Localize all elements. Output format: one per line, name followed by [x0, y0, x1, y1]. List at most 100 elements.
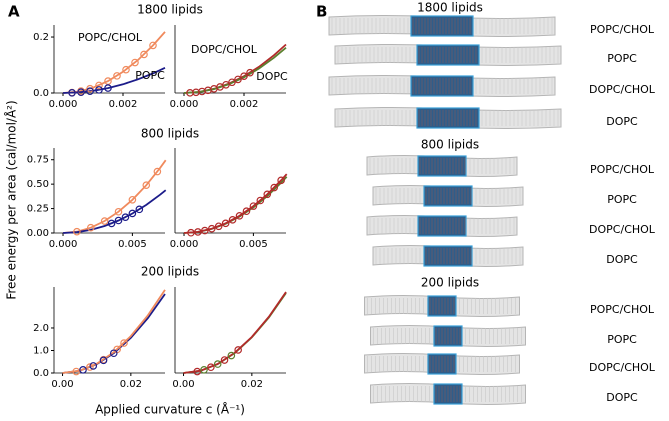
- curve: [62, 289, 166, 374]
- x-tick-label: 0.000: [49, 239, 78, 250]
- data-point: [114, 207, 123, 216]
- data-point: [86, 87, 94, 96]
- data-point: [86, 223, 95, 232]
- y-tick-label: 0.25: [27, 204, 49, 215]
- chart-title: 200 lipids: [141, 265, 199, 279]
- data-point: [249, 202, 258, 210]
- data-point: [114, 216, 123, 225]
- y-tick-label: 0.0: [33, 368, 49, 379]
- data-point: [234, 75, 242, 84]
- curve: [62, 293, 166, 374]
- membrane-core: [417, 155, 467, 177]
- data-point: [86, 363, 94, 371]
- membrane-core: [416, 44, 480, 66]
- data-point: [95, 81, 103, 90]
- curve: [62, 189, 167, 234]
- data-point: [120, 339, 128, 347]
- x-tick-label: 0.00: [51, 379, 73, 390]
- x-tick-label: 0.002: [230, 99, 259, 110]
- row-label: DOPC/CHOL: [589, 83, 656, 96]
- data-point: [193, 367, 202, 376]
- data-point: [140, 50, 148, 59]
- row-label: DOPC: [606, 253, 638, 266]
- y-tick-label: 0.00: [27, 228, 49, 239]
- row-label: POPC/CHOL: [590, 303, 655, 316]
- y-tick-label: 1.0: [33, 345, 49, 356]
- row-label: POPC/CHOL: [590, 163, 655, 176]
- data-point: [153, 167, 162, 176]
- series-label: POPC: [135, 69, 165, 82]
- data-point: [128, 209, 137, 218]
- data-point: [234, 346, 242, 354]
- group-title: 800 lipids: [421, 138, 479, 152]
- x-tick-label: 0.005: [118, 239, 147, 250]
- data-point: [89, 362, 98, 370]
- x-tick-label: 0.002: [109, 99, 138, 110]
- data-point: [109, 349, 118, 358]
- data-point: [194, 228, 202, 236]
- data-point: [240, 72, 248, 81]
- data-point: [122, 65, 130, 74]
- data-point: [277, 176, 285, 185]
- data-point: [270, 183, 279, 192]
- data-point: [149, 41, 157, 50]
- data-point: [128, 195, 137, 204]
- data-point: [221, 219, 230, 228]
- data-point: [77, 88, 85, 97]
- membrane-core: [423, 245, 473, 267]
- x-tick-label: 0.000: [170, 99, 199, 110]
- x-tick-label: 0.000: [170, 239, 199, 250]
- data-point: [207, 224, 216, 233]
- curve: [183, 47, 287, 94]
- membrane-core: [417, 215, 467, 237]
- row-label: POPC: [607, 52, 637, 65]
- membrane-core: [410, 15, 474, 37]
- series-label: DOPC: [256, 70, 288, 83]
- data-point: [121, 213, 130, 221]
- y-tick-label: 0.75: [27, 155, 49, 166]
- data-point: [113, 72, 121, 80]
- data-point: [256, 196, 265, 205]
- data-point: [100, 217, 109, 225]
- chart-title: 800 lipids: [141, 127, 199, 141]
- chart-title: 1800 lipids: [137, 3, 203, 17]
- data-point: [246, 68, 254, 77]
- data-point: [213, 360, 222, 368]
- x-tick-label: 0.00: [172, 379, 194, 390]
- x-tick-label: 0.02: [120, 379, 142, 390]
- row-label: POPC: [607, 333, 637, 346]
- data-point: [95, 86, 103, 94]
- data-point: [104, 84, 112, 92]
- x-tick-label: 0.005: [239, 239, 268, 250]
- x-tick-label: 0.000: [49, 99, 78, 110]
- y-tick-label: 0.50: [27, 179, 49, 190]
- data-point: [228, 78, 236, 87]
- row-label: DOPC: [606, 391, 638, 404]
- membrane-core: [423, 185, 473, 207]
- curve: [62, 66, 166, 94]
- panel-label: B: [316, 3, 327, 21]
- x-axis-label: Applied curvature c (Å⁻¹): [95, 402, 245, 417]
- x-tick-label: 0.02: [241, 379, 263, 390]
- data-point: [131, 58, 139, 67]
- row-label: DOPC/CHOL: [589, 361, 656, 374]
- data-point: [142, 181, 151, 189]
- data-point: [73, 227, 81, 236]
- row-label: POPC/CHOL: [590, 23, 655, 36]
- series-label: DOPC/CHOL: [191, 43, 258, 56]
- data-point: [220, 356, 229, 364]
- data-point: [242, 207, 251, 216]
- data-point: [86, 84, 94, 93]
- data-point: [228, 216, 237, 224]
- data-point: [135, 205, 144, 214]
- series-label: POPC/CHOL: [78, 31, 143, 44]
- curve: [183, 291, 287, 374]
- data-point: [187, 228, 195, 237]
- data-point: [68, 89, 76, 97]
- data-point: [79, 366, 87, 374]
- membrane-core: [410, 75, 474, 97]
- data-point: [99, 356, 108, 365]
- y-axis-label: Free energy per area (cal/mol/Å²): [4, 100, 19, 299]
- data-point: [207, 363, 215, 372]
